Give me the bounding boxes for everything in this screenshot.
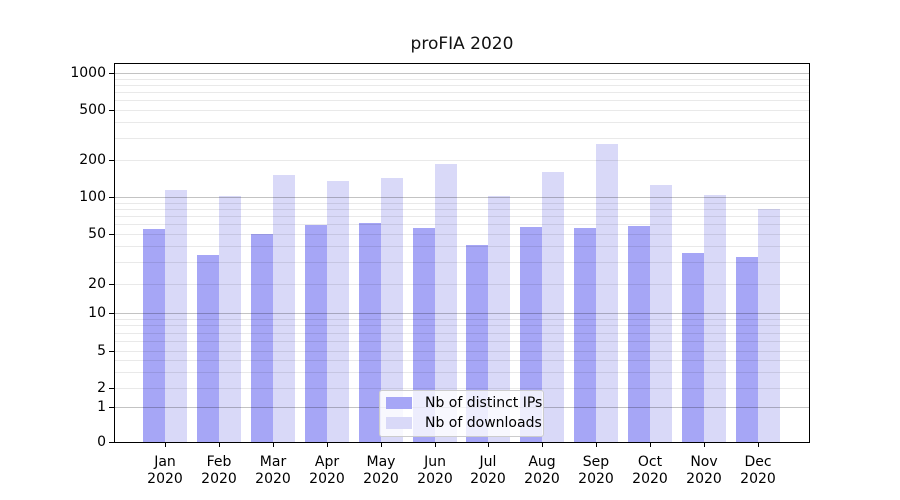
legend-label-downloads: Nb of downloads <box>425 415 542 431</box>
plot-area: Nb of distinct IPs Nb of downloads <box>114 63 810 443</box>
y-tick-mark <box>109 160 114 161</box>
legend-swatch-downloads <box>386 417 412 429</box>
legend-label-distinct-ips: Nb of distinct IPs <box>425 395 543 411</box>
y-tick-label-200: 200 <box>79 152 106 168</box>
y-tick-label-10: 10 <box>88 305 106 321</box>
bar-downloads-may <box>380 178 403 442</box>
x-tick-mark <box>650 443 651 447</box>
y-tick-mark <box>109 407 114 408</box>
x-tick-label-sep: Sep 2020 <box>578 454 614 487</box>
bar-downloads-dec <box>757 208 780 442</box>
x-tick-label-feb: Feb 2020 <box>201 454 237 487</box>
legend: Nb of distinct IPs Nb of downloads <box>379 390 544 437</box>
y-tick-mark <box>109 110 114 111</box>
y-tick-mark <box>109 388 114 389</box>
y-tick-mark <box>109 284 114 285</box>
bar-downloads-aug <box>542 171 565 442</box>
y-tick-label-50: 50 <box>88 226 106 242</box>
chart-title: proFIA 2020 <box>410 34 514 54</box>
legend-row-distinct-ips: Nb of distinct IPs <box>380 393 543 413</box>
bar-distinct-ips-jun <box>412 227 435 442</box>
y-tick-mark <box>109 234 114 235</box>
bar-distinct-ips-mar <box>250 234 273 442</box>
bar-downloads-jan <box>165 189 187 442</box>
x-tick-label-nov: Nov 2020 <box>686 454 722 487</box>
legend-swatch-distinct-ips <box>386 397 412 409</box>
x-tick-mark <box>327 443 328 447</box>
y-tick-mark <box>109 73 114 74</box>
x-tick-label-oct: Oct 2020 <box>632 454 668 487</box>
y-tick-label-0: 0 <box>97 434 106 450</box>
y-tick-label-20: 20 <box>88 276 106 292</box>
bar-downloads-oct <box>650 185 673 442</box>
bar-downloads-mar <box>272 174 295 442</box>
bar-distinct-ips-dec <box>735 256 758 442</box>
x-tick-mark <box>596 443 597 447</box>
x-tick-mark <box>488 443 489 447</box>
legend-row-downloads: Nb of downloads <box>380 413 543 433</box>
y-tick-mark <box>109 197 114 198</box>
bar-downloads-sep <box>596 143 619 442</box>
x-tick-mark <box>273 443 274 447</box>
y-tick-label-500: 500 <box>79 102 106 118</box>
x-tick-label-may: May 2020 <box>363 454 399 487</box>
x-tick-label-jun: Jun 2020 <box>417 454 453 487</box>
bars-layer <box>115 64 809 442</box>
bar-distinct-ips-aug <box>520 227 543 442</box>
bar-distinct-ips-sep <box>574 227 597 442</box>
x-tick-mark <box>165 443 166 447</box>
y-tick-mark <box>109 442 114 443</box>
y-tick-label-100: 100 <box>79 189 106 205</box>
x-tick-mark <box>704 443 705 447</box>
x-tick-label-jan: Jan 2020 <box>147 454 183 487</box>
y-tick-label-1000: 1000 <box>70 65 106 81</box>
bar-downloads-jul <box>488 195 511 442</box>
bar-distinct-ips-jan <box>143 228 165 442</box>
x-tick-label-mar: Mar 2020 <box>255 454 291 487</box>
bar-distinct-ips-nov <box>682 253 704 442</box>
bar-distinct-ips-may <box>358 223 381 442</box>
y-tick-label-2: 2 <box>97 380 106 396</box>
bar-distinct-ips-oct <box>628 226 651 442</box>
x-tick-label-apr: Apr 2020 <box>309 454 345 487</box>
x-tick-label-dec: Dec 2020 <box>740 454 776 487</box>
x-tick-label-jul: Jul 2020 <box>470 454 506 487</box>
x-tick-mark <box>381 443 382 447</box>
y-tick-mark <box>109 351 114 352</box>
bar-distinct-ips-apr <box>304 225 327 442</box>
bar-downloads-jun <box>434 163 457 442</box>
x-tick-mark <box>435 443 436 447</box>
y-tick-mark <box>109 313 114 314</box>
bar-downloads-apr <box>326 181 349 442</box>
bar-downloads-nov <box>704 195 726 442</box>
bar-downloads-feb <box>218 196 241 442</box>
y-tick-label-5: 5 <box>97 343 106 359</box>
x-tick-mark <box>758 443 759 447</box>
bar-distinct-ips-feb <box>196 255 219 442</box>
x-tick-mark <box>219 443 220 447</box>
y-tick-label-1: 1 <box>97 399 106 415</box>
x-tick-label-aug: Aug 2020 <box>524 454 560 487</box>
x-tick-mark <box>542 443 543 447</box>
